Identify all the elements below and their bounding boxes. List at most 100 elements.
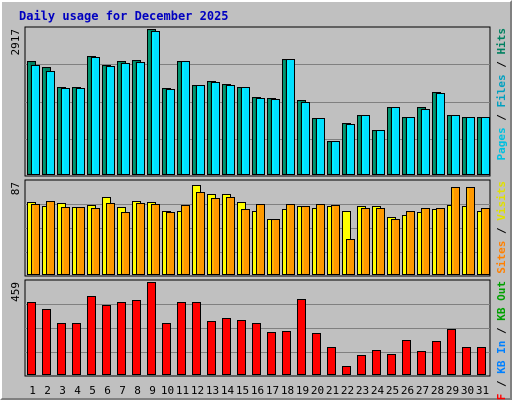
bar-kb-f: [237, 320, 246, 375]
bar-kb-f: [252, 323, 261, 375]
bar-sites-body: [466, 187, 475, 275]
bar-files: [406, 117, 415, 175]
bar-sites: [31, 204, 40, 275]
bar-sites-body: [226, 197, 235, 275]
bar-kb-f: [72, 323, 81, 375]
chart-title: Daily usage for December 2025: [19, 9, 229, 23]
bar-files: [301, 102, 310, 175]
bar-files-body: [91, 57, 100, 175]
day-label: 11: [176, 384, 189, 397]
day-label: 20: [311, 384, 324, 397]
bar-sites: [226, 197, 235, 275]
bar-sites: [361, 208, 370, 275]
bar-files-body: [271, 99, 280, 175]
bar-files: [376, 130, 385, 175]
legend-entry: Hits: [495, 28, 508, 55]
bar-files-body: [121, 63, 130, 175]
day-label: 28: [431, 384, 444, 397]
bar-sites-body: [406, 211, 415, 275]
bar-sites: [301, 206, 310, 275]
bar-files-body: [76, 88, 85, 175]
bar-kb-f-body: [477, 347, 486, 375]
panel-top-bars: [27, 29, 490, 175]
bar-sites-body: [271, 219, 280, 275]
bar-files-body: [316, 118, 325, 175]
day-label: 8: [134, 384, 141, 397]
bar-files-body: [181, 61, 190, 175]
bar-sites: [106, 203, 115, 275]
bar-kb-f: [162, 323, 171, 375]
bar-files: [106, 66, 115, 175]
legend-entry: KB F: [495, 394, 508, 400]
bar-sites-body: [301, 206, 310, 275]
bar-files: [481, 117, 490, 175]
bar-kb-f: [132, 300, 141, 375]
bar-sites-body: [76, 207, 85, 275]
bar-files-body: [211, 82, 220, 175]
bar-sites-body: [331, 205, 340, 275]
bar-kb-f-body: [372, 350, 381, 375]
bar-sites-body: [256, 204, 265, 275]
panel-top-max-label: 2917: [9, 29, 22, 56]
bar-kb-f-body: [297, 299, 306, 375]
day-label: 9: [149, 384, 156, 397]
bar-files-body: [226, 85, 235, 175]
legend-entry: /: [495, 221, 508, 241]
bar-kb-f-body: [132, 300, 141, 375]
bar-files: [76, 88, 85, 175]
bar-files: [391, 107, 400, 175]
day-label: 7: [119, 384, 126, 397]
bar-kb-f-body: [267, 332, 276, 375]
bar-files-body: [166, 89, 175, 175]
bar-kb-f: [417, 351, 426, 375]
bar-files: [91, 57, 100, 175]
bar-kb-f: [342, 366, 351, 375]
bar-files: [466, 117, 475, 175]
bar-sites-body: [391, 219, 400, 275]
bar-kb-f: [372, 350, 381, 375]
bar-kb-f: [117, 302, 126, 375]
bar-kb-f: [462, 347, 471, 375]
bar-kb-f: [222, 318, 231, 375]
bar-files: [61, 88, 70, 175]
bar-kb-f-body: [387, 354, 396, 375]
bar-kb-f-body: [72, 323, 81, 375]
bar-sites: [91, 208, 100, 275]
bar-files: [211, 82, 220, 175]
day-label: 5: [89, 384, 96, 397]
bar-files: [421, 109, 430, 175]
bar-sites: [466, 187, 475, 275]
bar-kb-f: [27, 302, 36, 375]
bar-kb-f-body: [192, 302, 201, 375]
bar-files: [346, 124, 355, 175]
bar-files: [166, 89, 175, 175]
bar-sites-body: [481, 208, 490, 275]
bar-sites-body: [346, 239, 355, 275]
bar-files: [436, 93, 445, 175]
bar-kb-f-body: [252, 323, 261, 375]
bar-files-body: [361, 115, 370, 175]
legend-entry: KB In: [495, 341, 508, 374]
day-label: 12: [191, 384, 204, 397]
bar-sites: [436, 208, 445, 275]
day-label: 17: [266, 384, 279, 397]
bar-kb-f: [357, 355, 366, 375]
bar-kb-f-body: [207, 321, 216, 375]
day-label: 30: [461, 384, 474, 397]
bar-sites-body: [46, 201, 55, 275]
bar-files-body: [331, 141, 340, 175]
bar-sites: [406, 211, 415, 275]
bar-sites: [196, 192, 205, 275]
bar-sites-body: [211, 198, 220, 275]
bar-sites: [46, 201, 55, 275]
day-label: 21: [326, 384, 339, 397]
bar-kb-f: [387, 354, 396, 375]
bar-kb-f: [42, 309, 51, 375]
bar-sites: [451, 187, 460, 275]
bar-kb-f: [477, 347, 486, 375]
bar-sites-body: [121, 212, 130, 275]
bar-sites-body: [361, 208, 370, 275]
legend-entry: Visits: [495, 181, 508, 221]
day-label: 15: [236, 384, 249, 397]
